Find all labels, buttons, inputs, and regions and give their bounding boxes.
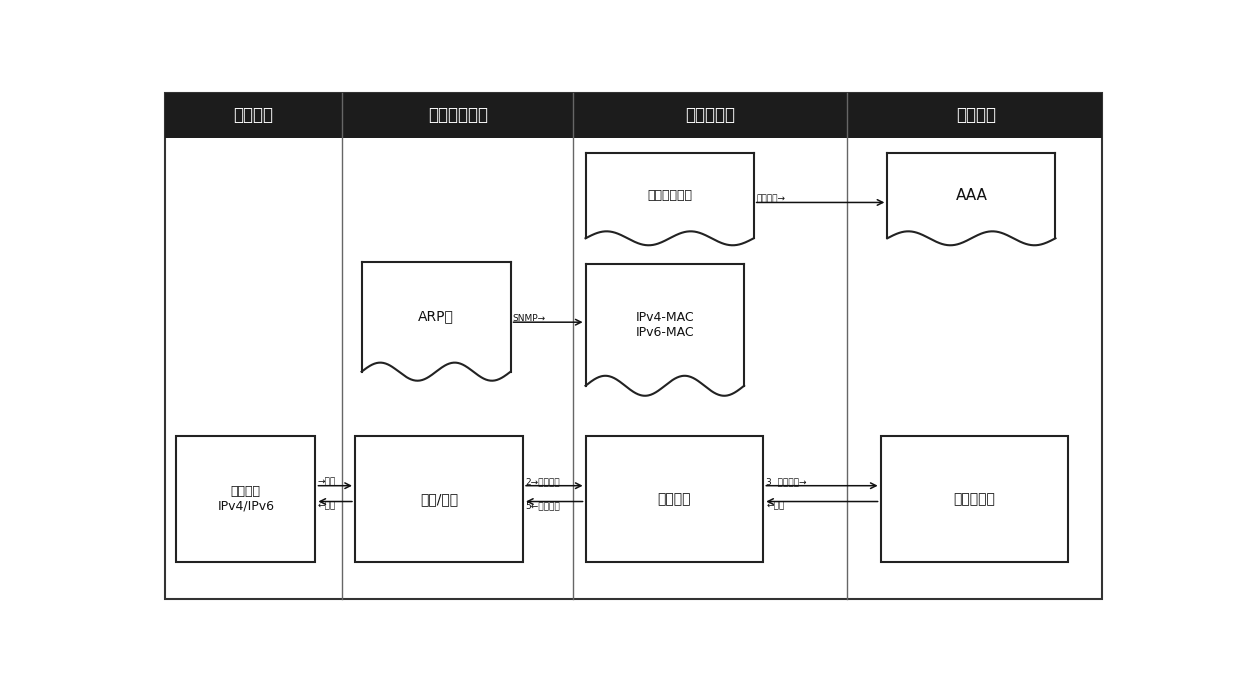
Text: 应服务器: 应服务器 [956,106,997,124]
Text: 2→限速请求: 2→限速请求 [525,477,559,486]
Text: 承载网设备: 承载网设备 [684,106,735,124]
Bar [585,153,754,238]
Bar [165,92,1101,138]
Bar [176,436,315,562]
Text: SNMP→: SNMP→ [512,314,546,323]
Bar [888,153,1055,238]
Text: 终端用户: 终端用户 [233,106,274,124]
Text: ←响应: ←响应 [766,502,785,511]
Text: 运营商网络: 运营商网络 [954,492,996,506]
Bar [355,436,523,562]
Bar [362,262,511,372]
Text: 用户限速策略: 用户限速策略 [647,189,692,202]
Text: 路由/交换: 路由/交换 [420,492,458,506]
Bar [585,264,744,386]
Text: →请求: →请求 [317,477,336,486]
Bar [880,436,1068,562]
Text: ←响应: ←响应 [317,502,336,511]
Text: AAA: AAA [956,188,987,203]
Text: 3  上行限速→: 3 上行限速→ [766,477,807,486]
Text: 限速策略→: 限速策略→ [756,195,786,203]
Text: 5←下行限速: 5←下行限速 [525,502,559,511]
Text: 限速转发: 限速转发 [657,492,691,506]
Text: 接入网关设备: 接入网关设备 [428,106,487,124]
Bar [585,436,764,562]
Text: ARP表: ARP表 [418,310,454,323]
Text: 终端设备
IPv4/IPv6: 终端设备 IPv4/IPv6 [217,485,274,513]
Text: IPv4-MAC
IPv6-MAC: IPv4-MAC IPv6-MAC [635,311,694,339]
